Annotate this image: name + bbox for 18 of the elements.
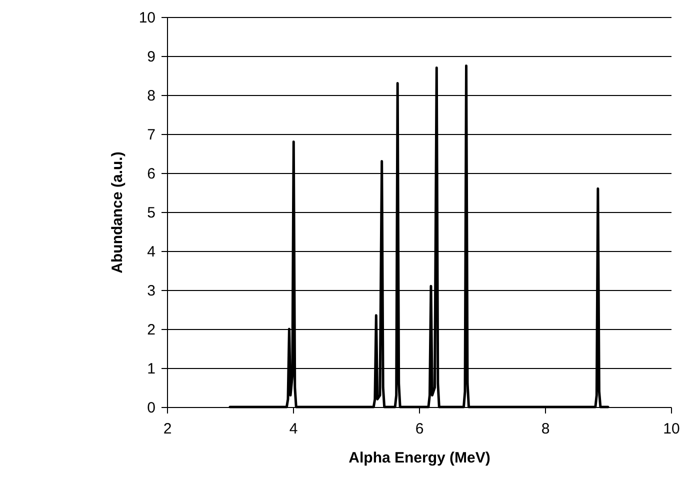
x-tick-label: 2 [163,420,172,438]
x-tick-label: 10 [663,420,680,438]
y-axis-title: Abundance (a.u.) [108,152,126,274]
y-tick-label: 6 [147,166,156,182]
y-tick-label: 1 [147,360,156,378]
y-tick-label: 8 [147,88,156,104]
y-tick-label: 0 [147,400,156,416]
x-tick-label: 4 [289,420,298,438]
x-axis-title: Alpha Energy (MeV) [348,450,490,466]
y-tick-label: 4 [147,244,156,260]
x-tick-label: 6 [415,420,424,438]
y-tick-label: 3 [147,282,156,300]
y-tick-label: 2 [147,322,156,338]
y-tick-label: 5 [147,204,156,222]
y-tick-label: 7 [147,126,156,144]
y-tick-label: 9 [147,48,156,66]
y-tick-label: 10 [138,10,156,26]
x-tick-label: 8 [541,420,550,438]
